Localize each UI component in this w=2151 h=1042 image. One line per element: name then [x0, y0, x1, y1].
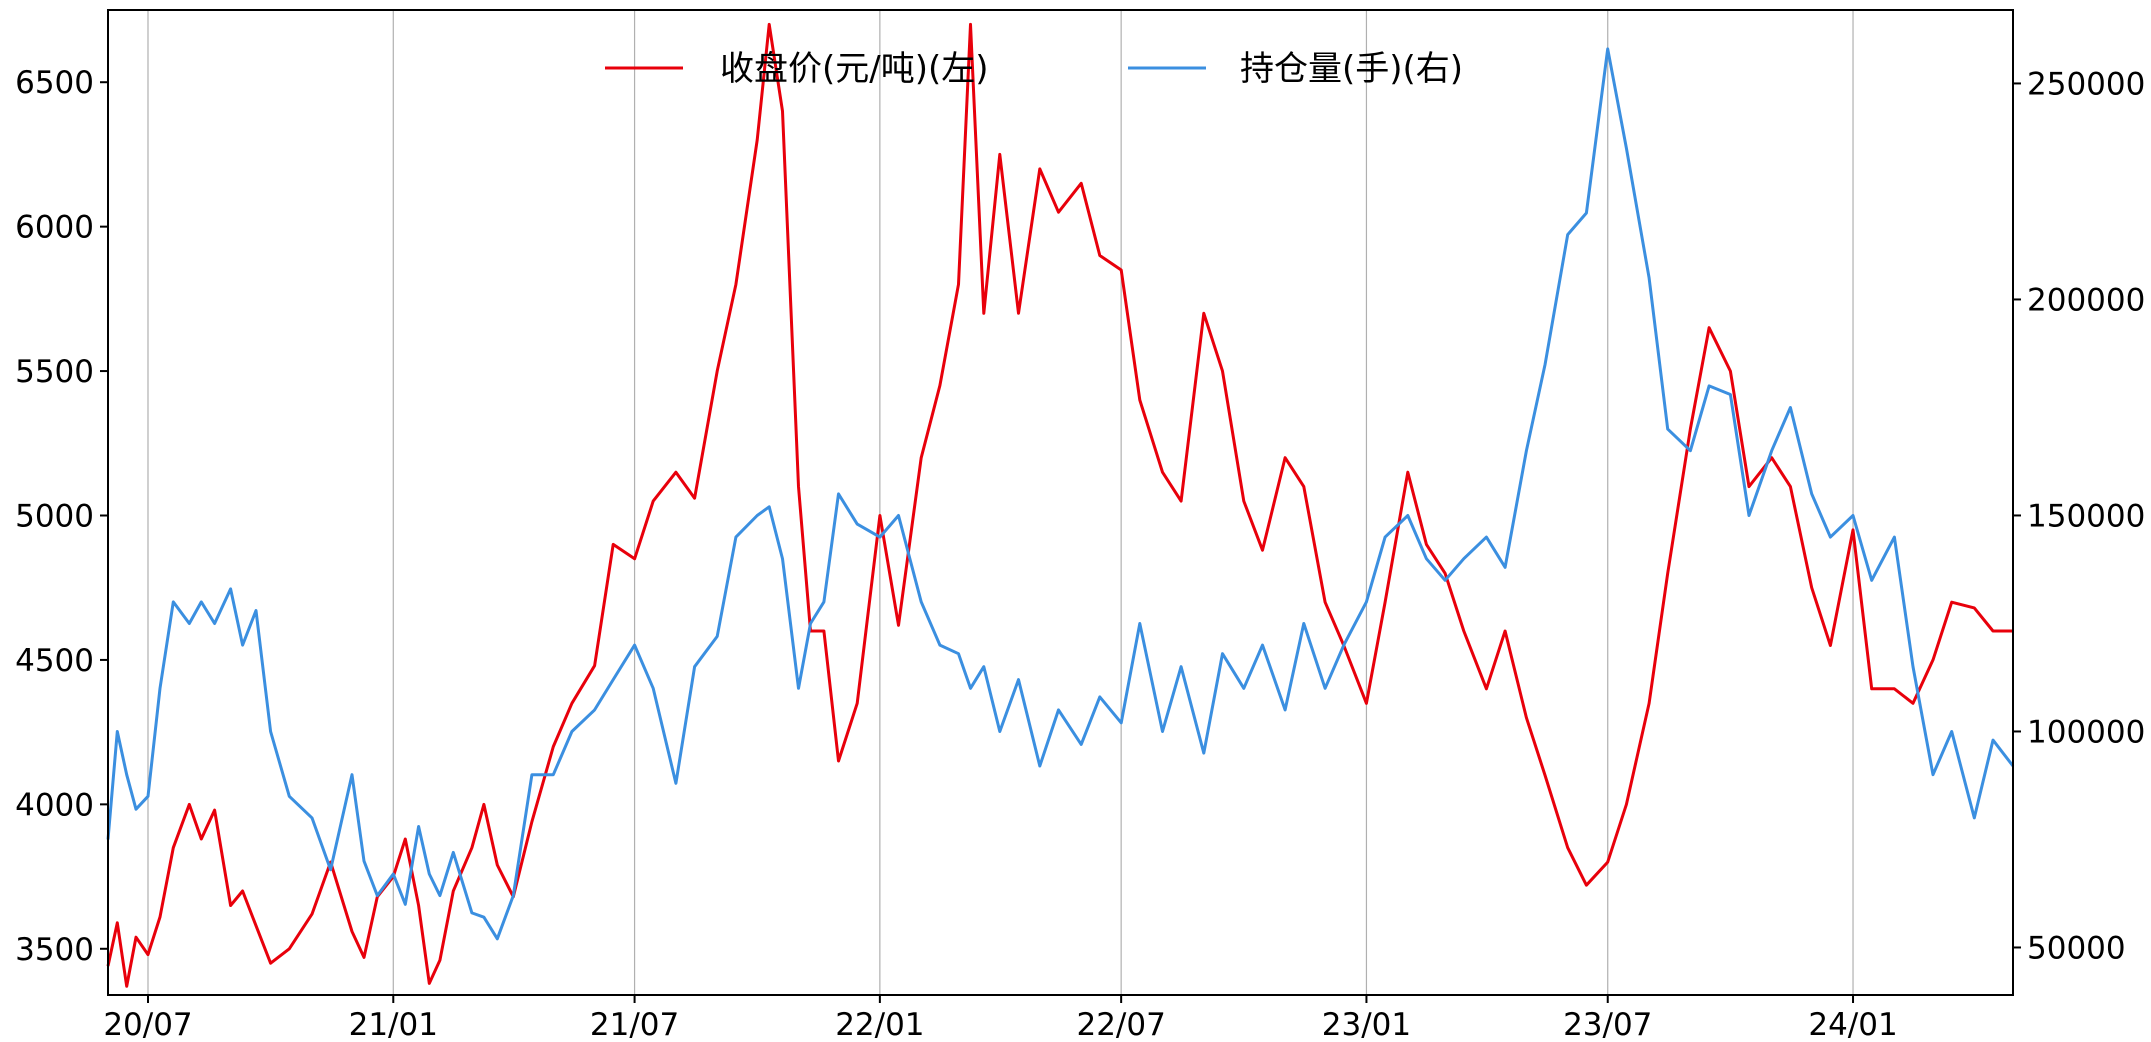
y-left-tick-label: 6000 — [15, 210, 94, 246]
series-layer — [106, 22, 2015, 988]
y-left-tick-label: 3500 — [15, 932, 94, 968]
series-line-close-price — [106, 22, 2013, 988]
y-left-tick-label: 5500 — [15, 354, 94, 390]
plot-frame — [107, 9, 2014, 996]
x-tick-label: 21/01 — [349, 1007, 438, 1038]
x-tick-label: 21/07 — [590, 1007, 679, 1038]
y-left-tick-label: 5000 — [15, 498, 94, 534]
y-left-tick-label: 4500 — [15, 643, 94, 679]
x-tick-label: 24/01 — [1808, 1007, 1897, 1038]
y-right-tick-label: 150000 — [2027, 498, 2145, 534]
legend-label-1: 持仓量(手)(右) — [1240, 49, 1463, 89]
y-right-tick-label: 250000 — [2027, 66, 2145, 102]
series-line-open-interest — [106, 47, 2015, 941]
y-right-tick-label: 50000 — [2027, 930, 2126, 966]
x-tick-label: 23/01 — [1322, 1007, 1411, 1038]
x-tick-label: 23/07 — [1563, 1007, 1652, 1038]
grid-layer — [147, 10, 1854, 995]
y-right-tick-label: 200000 — [2027, 282, 2145, 318]
x-tick-label: 22/07 — [1076, 1007, 1165, 1038]
x-tick-label: 22/01 — [835, 1007, 924, 1038]
y-left-tick-label: 6500 — [15, 65, 94, 101]
y-left-tick-label: 4000 — [15, 787, 94, 823]
x-tick-label: 20/07 — [103, 1007, 192, 1038]
legend: 收盘价(元/吨)(左) 持仓量(手)(右) — [605, 49, 1463, 89]
y-right-tick-label: 100000 — [2027, 714, 2145, 750]
legend-label-0: 收盘价(元/吨)(左) — [720, 49, 989, 89]
axes-layer: 20/07 21/01 21/07 22/01 22/07 23/01 23/07 24/01… — [15, 9, 2145, 1042]
